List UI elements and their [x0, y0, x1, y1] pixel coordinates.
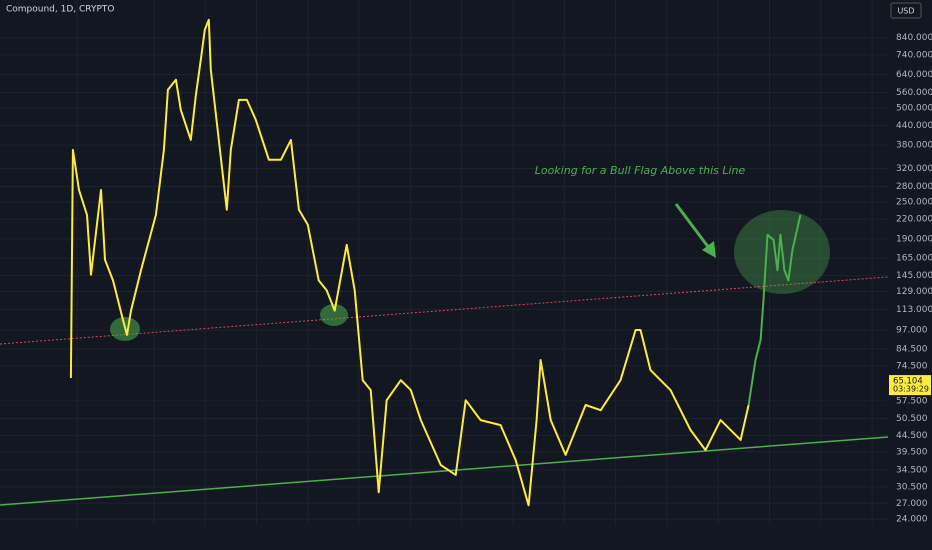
x-axis-bar — [0, 525, 888, 550]
y-tick-label: 190.000 — [896, 235, 932, 245]
y-tick-label: 220.000 — [896, 215, 932, 225]
y-tick-label: 740.000 — [896, 50, 932, 60]
y-tick-label: 74.500 — [896, 361, 928, 371]
y-tick-label: 380.000 — [896, 141, 932, 151]
y-tick-label: 320.000 — [896, 164, 932, 174]
price-line — [747, 214, 802, 406]
price-line — [69, 18, 750, 507]
y-tick-label: 560.000 — [896, 88, 932, 98]
countdown: 03:39:29 — [893, 385, 929, 394]
y-tick-label: 500.000 — [896, 104, 932, 114]
y-tick-label: 50.500 — [896, 414, 928, 424]
y-tick-label: 57.500 — [896, 396, 928, 406]
y-tick-label: 113.000 — [896, 305, 932, 315]
y-tick-label: 34.500 — [896, 466, 928, 476]
plot — [69, 18, 802, 507]
y-tick-label: 39.500 — [896, 447, 928, 457]
y-tick-label: 280.000 — [896, 182, 932, 192]
y-tick-label: 840.000 — [896, 33, 932, 43]
y-tick-label: 84.500 — [896, 344, 928, 354]
y-tick-label: 24.000 — [896, 515, 928, 525]
chart-title: Compound, 1D, CRYPTO — [6, 5, 114, 15]
arrow-head — [702, 241, 716, 258]
y-tick-label: 44.500 — [896, 431, 928, 441]
y-tick-label: 30.500 — [896, 482, 928, 492]
y-tick-label: 640.000 — [896, 70, 932, 80]
highlight-circle — [320, 304, 348, 326]
annotation: Looking for a Bull Flag Above this Line — [535, 164, 746, 177]
resistance-line — [0, 276, 889, 345]
arrow — [674, 203, 714, 253]
last-price: 65.104 — [893, 377, 923, 387]
currency: USD — [897, 7, 914, 16]
last-price-box — [889, 375, 931, 396]
y-tick-label: 440.000 — [896, 121, 932, 131]
support-line — [0, 436, 889, 506]
y-tick-label: 250.000 — [896, 197, 932, 207]
y-tick-label: 165.000 — [896, 254, 932, 264]
currency-box — [890, 2, 922, 19]
y-tick-label: 145.000 — [896, 271, 932, 281]
price-axis — [888, 0, 932, 550]
y-tick-label: 27.000 — [896, 499, 928, 509]
y-tick-label: 129.000 — [896, 287, 932, 297]
y-tick-label: 97.000 — [896, 326, 928, 336]
y-axis: 840.000 740.000 640.000 560.000 500.000 440.0… — [896, 33, 932, 524]
